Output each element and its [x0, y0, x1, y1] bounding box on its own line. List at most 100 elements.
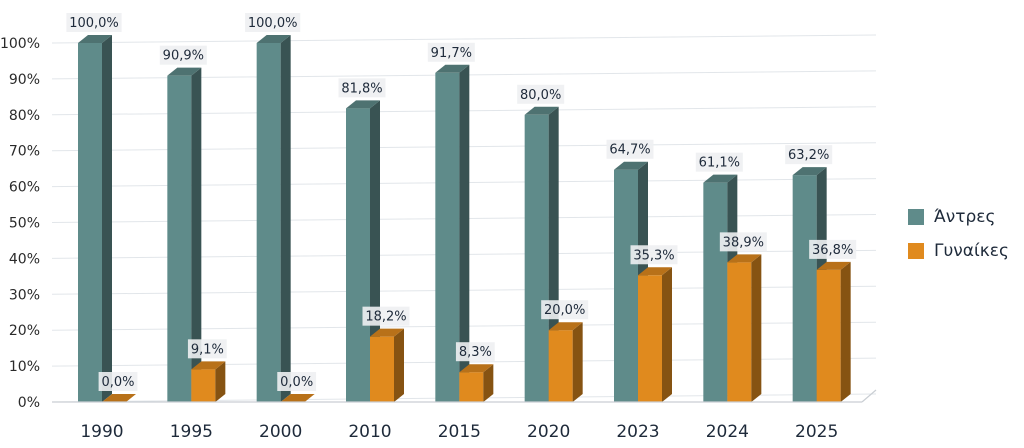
- bar-side-men-1990: [102, 35, 112, 402]
- bar-side-men-1995: [191, 67, 202, 402]
- data-label-bg: [606, 139, 654, 159]
- data-label-bg: [455, 342, 495, 362]
- bar-top-women-2024: [727, 254, 762, 263]
- bar-men-2024: [703, 182, 728, 402]
- x-tick-label: 2025: [795, 422, 838, 442]
- y-tick-label: 20%: [9, 323, 40, 339]
- data-label-men-2010: 81,8%: [341, 81, 382, 96]
- data-label-bg: [695, 152, 743, 172]
- bar-men-1995: [167, 75, 192, 402]
- y-tick-label: 0%: [18, 395, 40, 411]
- data-label-men-1995: 90,9%: [163, 49, 204, 64]
- bar-women-1995: [191, 369, 216, 402]
- gridline: [51, 34, 877, 44]
- bar-women-2015: [459, 372, 484, 402]
- data-label-bg: [809, 239, 857, 259]
- data-label-men-2025: 63,2%: [788, 148, 829, 163]
- bar-top-women-2025: [816, 261, 851, 270]
- data-label-bg: [785, 145, 833, 165]
- data-label-women-2010: 18,2%: [365, 310, 406, 325]
- bar-top-women-2010: [370, 328, 404, 337]
- y-axis: 0% 10% 20% 30% 40% 50% 60% 70% 80% 90% 100%: [0, 36, 40, 411]
- bar-top-men-2010: [346, 100, 380, 109]
- bar-men-2010: [346, 108, 370, 402]
- y-tick-label: 60%: [9, 180, 40, 196]
- data-label-bg: [719, 232, 767, 252]
- y-tick-label: 40%: [9, 251, 40, 267]
- data-label-men-2015: 91,7%: [431, 46, 472, 61]
- data-label-men-2024: 61,1%: [699, 156, 740, 171]
- legend-swatch-women: [908, 243, 924, 259]
- x-tick-label: 2023: [616, 422, 659, 442]
- bar-women-2025: [816, 269, 841, 402]
- y-tick-label: 100%: [0, 36, 40, 52]
- data-label-bg: [159, 45, 207, 65]
- data-label-men-2023: 64,7%: [609, 143, 650, 158]
- bar-side-women-2010: [394, 328, 404, 402]
- y-tick-label: 70%: [9, 144, 40, 160]
- bar-side-women-1995: [215, 361, 226, 402]
- y-tick-label: 50%: [9, 216, 40, 232]
- bar-top-women-2020: [548, 322, 583, 331]
- legend-item-women: Γυναίκες: [908, 234, 1009, 268]
- data-label-bg: [187, 339, 227, 359]
- data-label-women-1995: 9,1%: [191, 342, 224, 357]
- bar-top-men-1990: [78, 35, 112, 43]
- bar-women-2020: [548, 330, 573, 402]
- data-label-women-2024: 38,9%: [723, 235, 764, 250]
- data-label-women-2023: 35,3%: [633, 248, 674, 263]
- data-label-bg: [541, 300, 589, 320]
- x-tick-label: 1990: [80, 422, 123, 442]
- x-axis: 1990 1995 2000 2010 2015 2020 2023 2024 2025: [52, 389, 877, 442]
- bar-top-women-2015: [459, 364, 494, 373]
- bar-top-men-2025: [792, 167, 827, 176]
- bar-men-2025: [792, 175, 817, 402]
- legend-label-women: Γυναίκες: [934, 241, 1009, 261]
- bar-side-men-2015: [459, 64, 470, 402]
- data-label-women-1990: 0,0%: [101, 375, 134, 390]
- bar-women-2023: [638, 275, 662, 402]
- bar-top-men-2024: [703, 174, 738, 183]
- x-tick-label: 2020: [527, 422, 570, 442]
- bar-top-men-1995: [167, 67, 202, 76]
- data-label-bg: [517, 84, 565, 104]
- x-tick-label: 2010: [348, 422, 391, 442]
- bar-men-2023: [614, 169, 638, 402]
- data-label-bg: [630, 245, 678, 265]
- data-label-women-2025: 36,8%: [812, 243, 853, 258]
- bar-top-women-2023: [638, 267, 672, 276]
- data-label-men-2000: 100,0%: [248, 16, 298, 31]
- x-tick-label: 2015: [438, 422, 481, 442]
- data-label-women-2015: 8,3%: [459, 345, 492, 360]
- bar-side-men-2010: [370, 100, 380, 402]
- y-tick-label: 80%: [9, 108, 40, 124]
- bar-top-men-2023: [614, 161, 648, 170]
- bar-women-2010: [370, 336, 394, 402]
- x-tick-label: 2000: [259, 422, 302, 442]
- bar-side-women-2025: [840, 261, 851, 402]
- bar-side-women-2015: [483, 364, 494, 402]
- data-label-men-1990: 100,0%: [69, 16, 119, 31]
- data-label-women-2020: 20,0%: [544, 303, 585, 318]
- bar-men-1990: [78, 43, 102, 402]
- data-label-bg: [427, 42, 475, 62]
- x-tick-label: 1995: [170, 422, 213, 442]
- data-labels: 100,0% 0,0% 90,9% 9,1% 100,0% 0,0% 81,8% 18,2% 9…: [66, 13, 857, 391]
- data-label-men-2020: 80,0%: [520, 88, 561, 103]
- bar-women-2024: [727, 262, 752, 402]
- bar-top-men-2015: [435, 64, 470, 73]
- bar-men-2000: [256, 43, 281, 402]
- data-label-bg: [66, 13, 122, 32]
- legend: Άντρες Γυναίκες: [908, 200, 1009, 268]
- data-label-bg: [338, 78, 386, 98]
- bar-men-2020: [524, 114, 549, 403]
- bar-top-women-1995: [191, 361, 226, 370]
- bar-men-2015: [435, 72, 460, 402]
- bar-top-women-2000: [280, 394, 315, 402]
- x-tick-label: 2024: [706, 422, 749, 442]
- bar-side-women-2024: [751, 254, 762, 402]
- legend-label-men: Άντρες: [934, 207, 996, 227]
- data-label-women-2000: 0,0%: [280, 375, 313, 390]
- y-tick-label: 30%: [9, 287, 40, 303]
- bar-top-men-2000: [256, 35, 291, 43]
